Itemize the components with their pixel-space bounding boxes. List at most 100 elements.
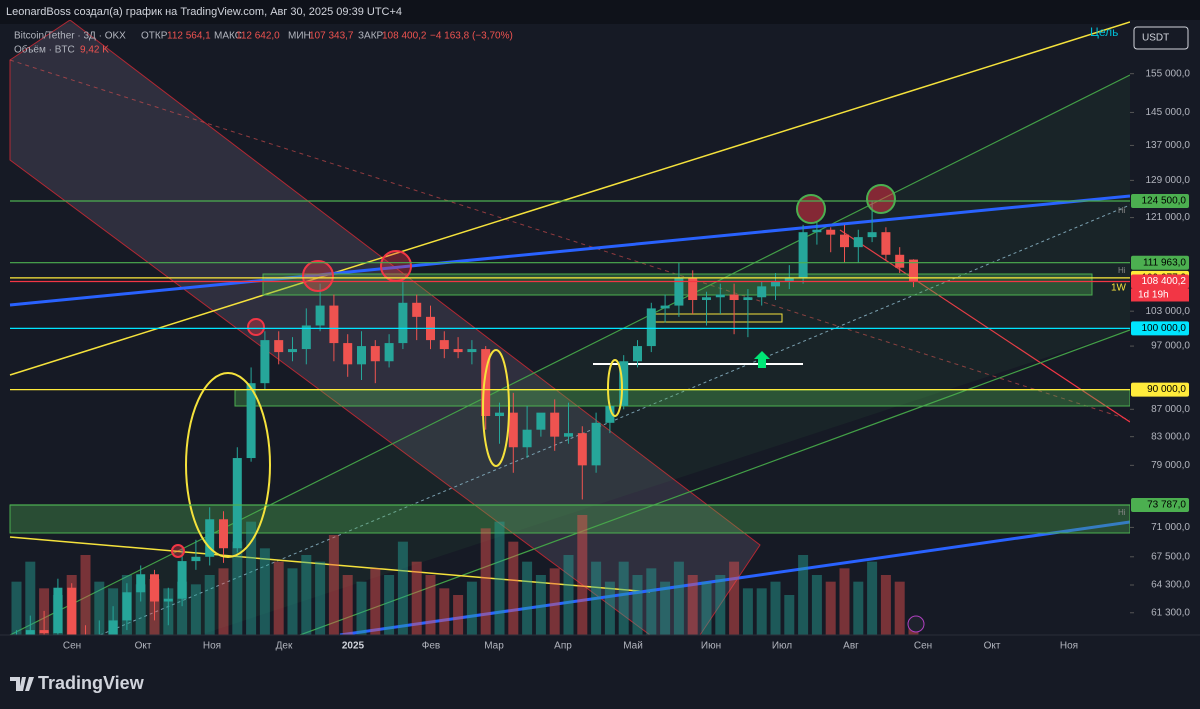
legend-symbol: Bitcoin/Tether · 3Д · OKX	[14, 31, 126, 42]
price-tag-label: 90 000,0	[1147, 384, 1186, 395]
candle-body	[53, 587, 63, 634]
volume-bar	[687, 575, 698, 635]
volume-bar	[894, 581, 905, 635]
volume-bar	[715, 575, 726, 635]
candle-body	[633, 346, 642, 362]
candle-body	[25, 630, 35, 635]
candle-body	[453, 349, 463, 353]
candle-body	[384, 343, 394, 362]
legend-close-label: ЗАКР	[358, 31, 384, 42]
volume-bar	[356, 581, 367, 635]
volume-bar	[80, 555, 91, 635]
y-tick-label: 67 500,0	[1151, 551, 1190, 562]
currency-button[interactable]	[1133, 26, 1189, 50]
price-tag-label: 124 500,0	[1142, 196, 1187, 207]
volume-bar	[853, 581, 864, 635]
candle-body	[343, 343, 353, 365]
lightning-badge[interactable]	[907, 615, 925, 633]
candle-body	[467, 349, 477, 353]
support-zone	[9, 504, 1130, 534]
candle-body	[246, 383, 256, 459]
candle-body	[177, 561, 187, 599]
volume-bar	[273, 561, 284, 635]
candle-body	[398, 302, 408, 344]
candle-body	[219, 519, 228, 549]
footer	[0, 656, 1200, 709]
volume-bar	[867, 561, 878, 635]
logo-text: TradingView	[38, 673, 145, 693]
y-tick-label: 61 300,0	[1151, 607, 1190, 618]
price-tag	[1131, 498, 1189, 513]
hi-marker: Hi	[1118, 508, 1126, 517]
descending-channel	[9, 20, 761, 635]
annotations	[171, 184, 925, 633]
price-tag-label: 100 000,0	[1142, 323, 1187, 334]
y-tick-label: 71 000,0	[1151, 522, 1190, 533]
candle-body	[412, 302, 422, 317]
legend-low-label: МИН	[288, 31, 311, 42]
candle-body	[909, 259, 918, 282]
candle-body	[646, 308, 656, 347]
volume-bar	[411, 561, 422, 635]
currency-label[interactable]: USDT	[1142, 33, 1169, 44]
countdown-label: 1d 19h	[1138, 290, 1169, 301]
volume-bar	[535, 575, 546, 635]
x-tick-label: Сен	[914, 641, 932, 652]
candle-body	[439, 340, 449, 350]
x-tick-label: Июн	[701, 641, 721, 652]
y-tick-label: 129 000,0	[1146, 175, 1191, 186]
volume-bar	[301, 555, 312, 635]
candle-body	[315, 305, 325, 326]
volume-bar	[204, 575, 215, 635]
candle-body	[564, 433, 573, 437]
price-tag	[1131, 274, 1189, 289]
candle-body	[840, 234, 849, 248]
volume-bar	[439, 588, 450, 635]
volume-bar	[618, 561, 629, 635]
legend-low: 107 343,7	[309, 31, 354, 42]
volume-bar	[480, 528, 491, 635]
header-bar	[0, 0, 1200, 24]
target-annotation: Цель	[1090, 25, 1118, 39]
price-tag	[1131, 255, 1189, 270]
volume-bar	[673, 561, 684, 635]
trend-line	[9, 21, 1130, 376]
y-tick-label: 83 000,0	[1151, 431, 1190, 442]
highlight-ellipse	[185, 372, 271, 558]
y-tick-label: 64 300,0	[1151, 580, 1190, 591]
candle-body	[619, 361, 629, 406]
volume-bar	[784, 595, 795, 635]
candle-body	[522, 429, 532, 448]
candle-body	[301, 325, 311, 350]
y-tick-label: 79 000,0	[1151, 460, 1190, 471]
candle-body	[771, 280, 780, 287]
x-tick-label: Ноя	[1060, 641, 1078, 652]
y-tick-label: 87 000,0	[1151, 404, 1190, 415]
volume-bar	[839, 568, 850, 635]
volume-bar	[25, 561, 36, 635]
volume-bar	[135, 584, 146, 635]
y-tick-label: 103 000,0	[1146, 306, 1191, 317]
candle-body	[205, 519, 215, 557]
candle-body	[150, 574, 159, 602]
timeframe-marker: 1W	[1111, 283, 1127, 294]
volume-bar	[287, 568, 298, 635]
x-tick-label: Окт	[135, 641, 152, 652]
volume-bar	[646, 568, 657, 635]
price-tag-label: 73 787,0	[1147, 500, 1186, 511]
hi-marker: Hi	[1118, 266, 1126, 275]
y-tick-label: 97 000,0	[1151, 341, 1190, 352]
candle-body	[232, 458, 242, 549]
volume-bar	[397, 541, 408, 635]
highlight-ellipse	[482, 349, 510, 467]
candle-body	[577, 433, 587, 466]
candle-body	[536, 412, 546, 430]
countdown-tag	[1131, 288, 1189, 302]
volume-bar	[315, 561, 326, 635]
legend-volume: 9,42 K	[80, 45, 109, 56]
channel-line	[9, 74, 1130, 635]
volume-bar	[425, 575, 436, 635]
candle-body	[274, 340, 284, 353]
candle-body	[743, 297, 753, 301]
